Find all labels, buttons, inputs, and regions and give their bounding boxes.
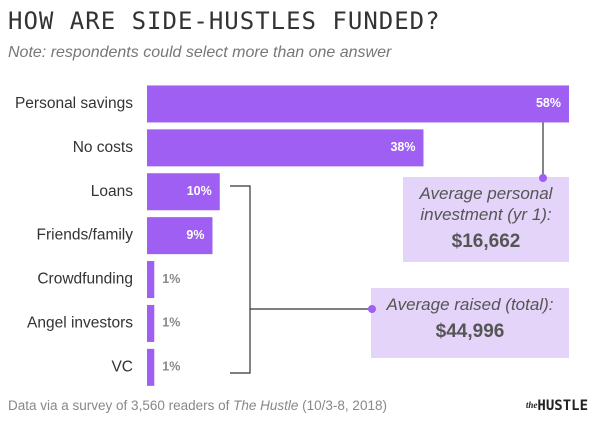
y-tick-label: Friends/family [37, 227, 134, 244]
connector-dot [539, 174, 547, 182]
y-tick-label: No costs [73, 139, 134, 156]
annotation-box [371, 288, 569, 358]
source: Data via a survey of 3,560 readers of Th… [8, 398, 387, 413]
chart-subtitle: Note: respondents could select more than… [8, 44, 392, 61]
source-part: (10/3-8, 2018) [298, 398, 387, 413]
y-tick-label: Crowdfunding [37, 271, 133, 288]
annotation-value: $16,662 [451, 231, 521, 252]
y-tick-label: Personal savings [15, 95, 133, 112]
value-label: 1% [162, 360, 180, 374]
annotation-value: $44,996 [435, 321, 505, 342]
annotation-content: Average personal investment (yr 1): $16,6… [403, 183, 569, 253]
bar [147, 217, 213, 255]
logo: theHUSTLE [526, 398, 588, 414]
y-tick-label: VC [111, 358, 133, 375]
bar [147, 173, 220, 211]
annotation-text: Average raised (total): [386, 295, 554, 314]
bar [147, 129, 424, 167]
logo-part: the [526, 400, 538, 410]
annotation-content: Average raised (total): $44,996 [371, 294, 569, 343]
annotation-box [403, 177, 569, 262]
value-label: 58% [536, 96, 561, 110]
value-label: 1% [162, 272, 180, 286]
y-tick-label: Angel investors [27, 315, 133, 332]
value-label: 38% [390, 140, 415, 154]
connector-dot [368, 305, 376, 313]
value-label: 9% [186, 228, 204, 242]
bar [147, 85, 569, 123]
bar [147, 261, 155, 299]
value-label: 10% [187, 184, 212, 198]
bracket [230, 185, 251, 374]
y-tick-label: Loans [91, 183, 133, 200]
annotation: Average raised (total): $44,996 [371, 294, 569, 343]
bar [147, 348, 155, 386]
source-part: Data via a survey of 3,560 readers of [8, 398, 233, 413]
bar [147, 304, 155, 342]
annotation: Average personal investment (yr 1): $16,6… [403, 183, 569, 253]
chart-title: HOW ARE SIDE-HUSTLES FUNDED? [8, 7, 441, 35]
logo-part: HUSTLE [537, 398, 588, 414]
value-label: 1% [162, 316, 180, 330]
source-part: The Hustle [233, 398, 298, 413]
annotation-text: Average personal investment (yr 1): [419, 184, 553, 224]
